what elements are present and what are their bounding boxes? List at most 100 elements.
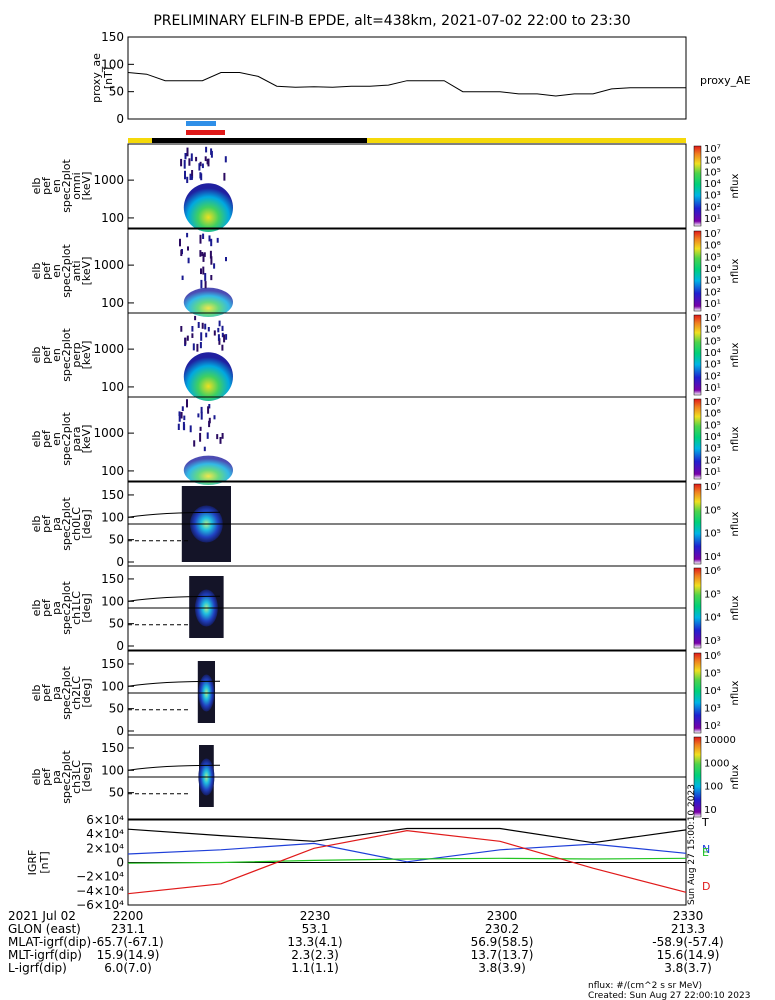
sparse-pixel [178,414,181,422]
footer-value: 56.9(58.5) [471,935,534,949]
sparse-pixel [213,330,216,336]
colorbar-tick-label: 10⁴ [704,264,721,275]
panel-ylabel: elbpefenspec2plotomni[keV] [30,159,93,213]
sparse-pixel [206,432,209,439]
sparse-pixel [201,163,204,169]
sparse-pixel [210,256,213,265]
footer-row-label: MLT-igrf(dip) [8,948,82,962]
igrf-side-note: Sun Aug 27 15:00:10 2023 [687,784,697,905]
panel-ylabel-line: elb [30,769,43,786]
igrf-ylabel-line: [nT] [38,851,51,873]
sparse-pixel [191,333,194,338]
footer-value: 2300 [487,909,518,923]
colorbar-tick-label: 10³ [704,704,721,715]
panel-ytick-label: 100 [101,211,124,225]
sparse-pixel [210,150,213,158]
spectrogram-panel: 1000100elbpefenspec2plotanti[keV]10⁷10⁶1… [30,228,741,317]
panel-ylabel-line: [deg] [80,593,93,622]
panel-ylabel-line: en [50,264,63,278]
energy-spectrum-blob [183,287,233,317]
panel-ytick-label: 1000 [93,426,124,440]
panel-frame [127,565,687,651]
panel-ylabel-line: spec2plot [60,581,73,635]
panel-ylabel-line: [deg] [80,509,93,538]
panel-ytick-label: 150 [101,657,124,671]
sparse-pixel [213,415,216,420]
sparse-pixel [204,156,207,162]
sparse-pixel [223,334,226,343]
sparse-pixel [225,334,228,340]
colorbar-label: nflux [730,511,741,536]
ae-ylabel: proxy_ae[nT] [90,53,115,103]
colorbar-label: nflux [730,258,741,283]
sparse-pixel [213,263,216,269]
footer-value: 3.8(3.9) [478,961,526,975]
antiloss-cone-curve [127,680,221,687]
sparse-pixel [216,434,219,440]
sparse-pixel [218,320,221,327]
footer-value: 213.3 [671,922,705,936]
colorbar-label: nflux [730,595,741,620]
panel-ytick-label: 0 [116,639,124,653]
colorbar-tick-label: 10⁴ [704,179,721,190]
panel-ylabel: elbpefenspec2plotperp[keV] [30,328,93,382]
sunlight-bar [128,138,152,143]
colorbar-tick-label: 10⁵ [704,589,721,600]
colorbar [693,652,702,734]
colorbar-label: nflux [730,764,741,789]
spectrogram-panel: 150 100 50 0 elbpefpaspec2plotch0LC[deg] 10⁷ 1… [30,481,741,569]
colorbar-tick-label: 10⁷ [704,313,721,324]
panel-ylabel-line: [deg] [80,678,93,707]
panel-ylabel-line: pa [50,517,63,531]
colorbar-label: nflux [730,680,741,705]
sparse-pixel [195,156,198,162]
panel-ylabel: elbpefenspec2plotpara[keV] [30,412,93,466]
sparse-pixel [208,417,211,424]
sparse-pixel [183,415,186,421]
colorbar-tick-label: 10⁵ [704,252,721,263]
ae-ytick-label: 100 [101,57,124,71]
colorbar-tick-label: 10² [704,721,721,732]
footer-created-date: Created: Sun Aug 27 22:00:10 2023 [588,991,750,1000]
sparse-pixel [197,413,200,418]
panel-frame [127,396,687,482]
panel-ylabel-line: spec2plot [60,666,73,720]
panel-ylabel-line: en [50,179,63,193]
colorbar-tick-label: 10¹ [704,467,721,478]
colorbar-tick-label: 10³ [704,444,721,455]
igrf-series-line [127,842,687,863]
sparse-pixel [218,338,221,345]
colorbar-tick-label: 10³ [704,636,721,647]
igrf-ytick-label: 2×10⁴ [86,841,124,855]
sparse-pixel [200,173,203,181]
sparse-pixel [203,252,206,257]
panel-ylabel-line: pef [40,429,53,448]
panel-ylabel-line: pa [50,686,63,700]
colorbar-label: nflux [730,426,741,451]
sparse-pixel [216,237,219,243]
antiloss-cone-curve [127,511,221,518]
sparse-pixel [184,153,187,160]
igrf-ylabel-line: IGRF [26,850,39,876]
panel-ytick-label: 150 [101,572,124,586]
panel-ytick-label: 100 [101,763,124,777]
colorbar-tick-label: 10⁴ [704,348,721,359]
sparse-pixel [210,275,213,281]
colorbar-tick-label: 10⁷ [704,144,721,155]
energy-spectrum-blob [183,352,233,402]
sparse-pixel [217,327,220,333]
sparse-pixel [180,249,183,257]
colorbar-tick-label: 10⁶ [704,505,721,516]
sparse-pixel [221,344,224,351]
panel-ylabel-line: pef [40,261,53,280]
panel-ytick-label: 1000 [93,173,124,187]
panel-ylabel-line: elb [30,516,43,533]
panel-ylabel: elbpefenspec2plotanti[keV] [30,244,93,298]
energy-spectrum-blob [183,455,233,485]
colorbar-tick-label: 10⁴ [704,613,721,624]
igrf-legend-label: D [702,880,710,893]
sparse-pixel [209,250,212,259]
igrf-ylabel: IGRF[nT] [26,850,51,876]
panel-ylabel-line: pef [40,598,53,617]
colorbar-tick-label: 10⁵ [704,167,721,178]
